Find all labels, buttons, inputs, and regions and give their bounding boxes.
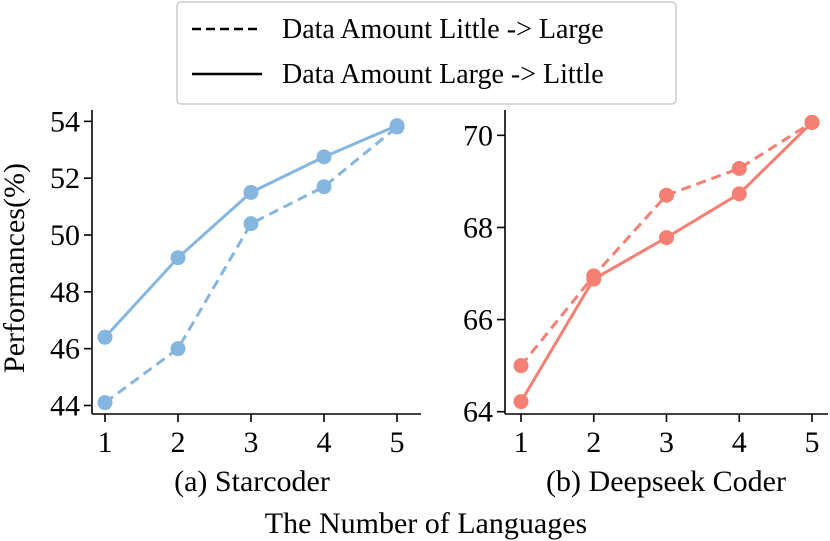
starcoder-y-tick-label-46: 46	[50, 333, 80, 366]
deepseek-x-tick-label-5: 5	[805, 426, 820, 459]
panel-deepseek-y-ticks: 64 66 68 70	[463, 119, 505, 429]
deepseek-solid-point-2	[586, 271, 602, 287]
starcoder-solid-point-2	[170, 250, 186, 266]
panel-starcoder-y-ticks: 44 46 48 50 52 54	[50, 105, 92, 422]
deepseek-x-tick-label-2: 2	[586, 426, 601, 459]
starcoder-dashed-point-2	[170, 341, 186, 357]
deepseek-x-tick-label-1: 1	[514, 426, 529, 459]
panel-starcoder-title: (a) Starcoder	[174, 465, 330, 498]
starcoder-y-tick-label-54: 54	[50, 105, 80, 138]
panel-deepseek: 64 66 68 70 1 2 3 4 5 (b) Deepseek Coder	[463, 110, 828, 498]
starcoder-y-tick-label-44: 44	[50, 389, 80, 422]
starcoder-y-tick-label-52: 52	[50, 162, 80, 195]
panel-deepseek-title: (b) Deepseek Coder	[546, 465, 786, 498]
deepseek-dashed-point-3	[659, 187, 674, 203]
deepseek-dashed-point-1	[513, 358, 529, 374]
deepseek-solid-line	[519, 121, 814, 403]
starcoder-x-tick-label-5: 5	[390, 426, 405, 459]
legend-entry-solid-label: Data Amount Large -> Little	[282, 59, 604, 90]
legend: Data Amount Little -> Large Data Amount …	[176, 1, 677, 105]
deepseek-y-tick-label-68: 68	[463, 211, 493, 244]
deepseek-x-tick-label-3: 3	[659, 426, 674, 459]
starcoder-dashed-point-1	[97, 395, 113, 411]
y-axis-label: Performances(%)	[0, 163, 31, 373]
panel-deepseek-series	[513, 114, 820, 410]
deepseek-x-tick-label-4: 4	[732, 426, 747, 459]
starcoder-solid-point-5	[389, 118, 405, 134]
deepseek-y-tick-label-66: 66	[463, 304, 493, 337]
panel-starcoder-x-ticks: 1 2 3 4 5	[98, 414, 405, 459]
x-axis-label: The Number of Languages	[265, 507, 587, 540]
starcoder-solid-point-4	[316, 149, 332, 165]
deepseek-solid-point-4	[731, 186, 747, 202]
legend-frame	[176, 1, 677, 105]
starcoder-solid-point-3	[243, 184, 259, 200]
deepseek-solid-point-3	[659, 230, 674, 246]
panel-starcoder: 44 46 48 50 52 54 1 2 3 4 5 (a) Starcoder	[50, 105, 421, 498]
starcoder-x-tick-label-3: 3	[244, 426, 259, 459]
starcoder-x-tick-label-4: 4	[317, 426, 332, 459]
panel-deepseek-x-ticks: 1 2 3 4 5	[514, 414, 820, 459]
starcoder-dashed-point-4	[316, 179, 332, 195]
starcoder-x-tick-label-1: 1	[98, 426, 113, 459]
starcoder-y-tick-label-50: 50	[50, 219, 80, 252]
deepseek-y-tick-label-70: 70	[463, 119, 493, 152]
deepseek-y-tick-label-64: 64	[463, 396, 493, 429]
panel-starcoder-series	[97, 118, 405, 411]
deepseek-solid-point-5	[804, 114, 820, 130]
starcoder-solid-point-1	[97, 329, 113, 345]
starcoder-solid-line	[103, 124, 398, 339]
starcoder-x-tick-label-2: 2	[171, 426, 186, 459]
deepseek-solid-point-1	[513, 394, 529, 410]
starcoder-dashed-point-3	[243, 216, 259, 232]
starcoder-y-tick-label-48: 48	[50, 276, 80, 309]
starcoder-dashed-line	[104, 125, 398, 404]
deepseek-dashed-point-4	[731, 160, 747, 176]
legend-entry-dashed-label: Data Amount Little -> Large	[282, 14, 604, 45]
